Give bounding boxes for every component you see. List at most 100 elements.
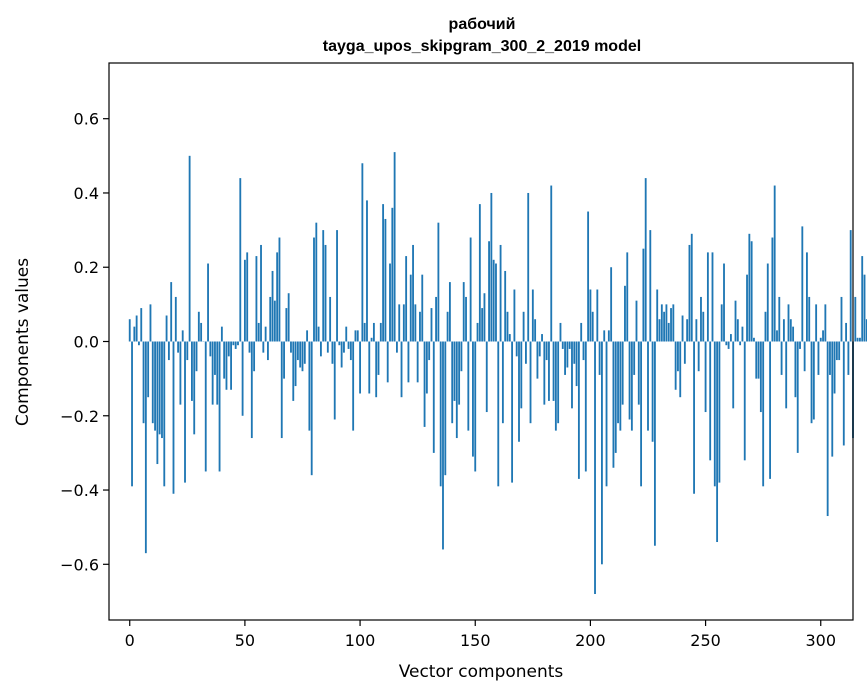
bar — [442, 341, 444, 550]
bar — [757, 341, 760, 379]
x-tick-label: 200 — [575, 631, 606, 650]
x-tick-label: 150 — [460, 631, 491, 650]
bar — [396, 341, 398, 353]
bar — [359, 341, 361, 394]
y-tick-label: −0.2 — [60, 407, 99, 426]
bar — [559, 322, 562, 342]
bar — [462, 282, 465, 342]
bar — [322, 230, 325, 342]
bar — [446, 311, 449, 342]
bar — [826, 341, 829, 517]
bar — [508, 334, 511, 342]
bar — [352, 341, 355, 431]
bar — [264, 326, 267, 342]
bar — [165, 315, 168, 342]
bar — [158, 341, 161, 435]
x-tick-label: 100 — [345, 631, 376, 650]
bar — [612, 341, 615, 468]
bar — [333, 341, 336, 420]
bar — [269, 296, 272, 342]
plot-frame — [108, 62, 854, 621]
bar — [453, 341, 456, 401]
bar — [716, 341, 719, 543]
bar — [667, 322, 670, 342]
x-tick-label: 50 — [235, 631, 255, 650]
bar — [649, 230, 652, 342]
bar — [515, 341, 518, 357]
bar — [437, 222, 440, 342]
bar — [759, 341, 762, 413]
bar — [495, 263, 497, 342]
bar — [863, 274, 866, 342]
y-axis: −0.6 −0.4 −0.2 0.0 0.2 0.4 0.6 — [60, 110, 109, 574]
bar — [580, 322, 583, 342]
bar — [207, 263, 209, 342]
bar — [131, 341, 133, 487]
bar — [372, 322, 375, 342]
bar — [513, 289, 516, 342]
bar — [290, 341, 292, 353]
bar — [550, 185, 553, 342]
bar — [803, 341, 806, 372]
bar — [554, 341, 557, 431]
bar — [557, 341, 560, 424]
bar — [257, 322, 260, 342]
bar — [683, 341, 686, 364]
bar — [688, 244, 691, 342]
bar — [363, 322, 366, 342]
bar — [545, 341, 548, 361]
bar — [762, 341, 765, 487]
bar — [262, 341, 265, 353]
bar — [746, 274, 748, 342]
bar — [785, 341, 788, 409]
bar — [313, 237, 315, 342]
bar — [718, 341, 721, 483]
bars-group — [128, 152, 867, 595]
bar — [218, 341, 221, 472]
bar — [216, 341, 219, 405]
bar — [603, 330, 606, 342]
bar — [725, 341, 728, 346]
bar — [497, 341, 500, 487]
bar — [481, 308, 484, 342]
bar — [594, 341, 596, 595]
bar — [407, 341, 410, 383]
bar — [234, 341, 237, 349]
bar — [423, 341, 426, 427]
bar — [584, 341, 587, 472]
bar — [499, 244, 502, 342]
bar — [273, 300, 276, 342]
bar — [730, 334, 732, 342]
bar — [405, 256, 408, 342]
bar — [819, 337, 822, 342]
bar — [810, 341, 813, 424]
bar — [628, 341, 631, 420]
bar — [310, 341, 313, 476]
bar — [582, 341, 585, 361]
bar — [276, 252, 279, 342]
bar — [589, 289, 592, 342]
bar — [571, 341, 573, 409]
bar — [739, 341, 742, 346]
bar — [651, 341, 654, 442]
bar — [769, 341, 771, 479]
bar — [771, 237, 774, 342]
bar — [822, 330, 824, 342]
y-axis-title: Components values — [13, 258, 33, 426]
bar — [702, 311, 705, 342]
bar — [670, 308, 672, 342]
bar — [451, 341, 454, 424]
bar — [303, 341, 306, 364]
bar — [799, 341, 801, 349]
bar — [709, 341, 712, 461]
bar — [534, 319, 537, 342]
bar — [260, 244, 262, 342]
bar — [474, 341, 477, 472]
bar — [610, 267, 613, 342]
bar — [506, 311, 509, 342]
x-tick-label: 0 — [125, 631, 135, 650]
bar — [421, 274, 424, 342]
bar — [492, 259, 495, 342]
bar — [621, 341, 624, 405]
bar — [391, 207, 394, 342]
